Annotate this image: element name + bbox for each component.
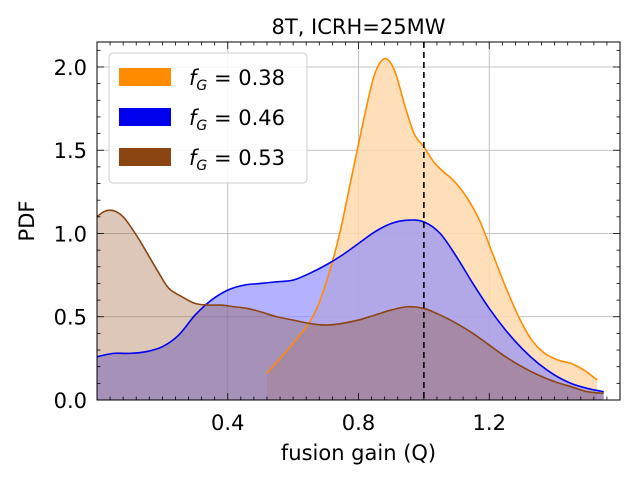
x-tick-label: 1.2 — [473, 411, 506, 435]
x-axis-label: fusion gain (Q) — [281, 441, 436, 465]
series-area-1 — [97, 219, 604, 400]
legend-label: fG = 0.53 — [189, 146, 285, 174]
series-lines — [96, 57, 604, 395]
series-line-0 — [266, 57, 598, 381]
legend: fG = 0.38 fG = 0.46 fG = 0.53 — [108, 52, 308, 184]
legend-swatch — [119, 68, 171, 86]
x-tick-label: 0.4 — [211, 411, 244, 435]
ticks — [96, 42, 621, 401]
y-tick-label: 1.0 — [54, 222, 87, 246]
legend-swatch — [119, 108, 171, 126]
series-line-1 — [96, 219, 604, 393]
y-tick-label: 2.0 — [54, 56, 87, 80]
series-line-2 — [96, 209, 604, 395]
legend-label: fG = 0.46 — [189, 106, 285, 134]
y-axis-label: PDF — [15, 201, 39, 242]
series-fills — [97, 58, 604, 401]
chart-title: 8T, ICRH=25MW — [272, 15, 446, 39]
y-tick-label: 1.5 — [54, 139, 87, 163]
x-tick-label: 0.8 — [342, 411, 375, 435]
series-area-2 — [97, 210, 604, 400]
y-tick-label: 0.5 — [54, 306, 87, 330]
legend-swatch — [119, 148, 171, 166]
tick-labels: 0.4 0.8 1.2 0.0 0.5 1.0 1.5 2.0 — [54, 56, 506, 435]
legend-label: fG = 0.38 — [189, 66, 285, 94]
y-tick-label: 0.0 — [54, 389, 87, 413]
